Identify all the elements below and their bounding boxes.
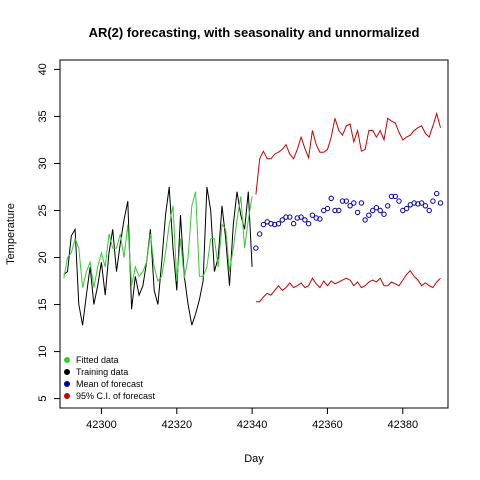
mean-of-forecast-point [257,231,263,237]
mean-of-forecast-point [358,200,365,206]
mean-of-forecast-point [388,193,395,200]
legend: Fitted data Training data Mean of forecast… [64,355,156,401]
mean-of-forecast-point [418,200,425,206]
y-tick-label: 25 [37,204,49,216]
x-tick-label: 42340 [237,419,268,431]
chart-title: AR(2) forecasting, with seasonality and … [89,25,420,40]
mean-of-forecast-point [298,214,304,220]
mean-of-forecast-point [437,200,444,206]
mean-of-forecast-point [336,207,342,214]
mean-of-forecast-point [381,211,387,217]
y-axis-label: Temperature [5,203,17,265]
mean-of-forecast-point [268,221,274,227]
mean-of-forecast-point [275,221,282,227]
mean-of-forecast-point [328,195,334,202]
mean-of-forecast-point [392,193,398,200]
mean-of-forecast-point [362,217,368,223]
y-tick-label: 15 [37,298,49,310]
mean-of-forecast-point [332,207,338,214]
x-tick-label: 42320 [161,419,192,431]
mean-of-forecast-point [370,207,376,214]
legend-entry: 95% C.I. of forecast [76,391,156,401]
legend-entry: Mean of forecast [76,379,144,389]
legend-entry: Fitted data [76,355,119,365]
plot-frame [59,59,449,409]
mean-of-forecast-point [302,217,308,223]
mean-of-forecast-point [287,214,293,220]
mean-of-forecast-point [283,214,289,220]
legend-swatch [64,381,70,387]
y-axis: 5 10 15 20 25 30 35 40 [37,63,60,402]
mean-of-forecast-point [354,209,361,216]
mean-of-forecast-point [377,207,383,214]
series-layer [63,111,444,326]
mean-of-forecast-point [385,203,391,209]
mean-of-forecast-point [415,201,421,207]
legend-entry: Training data [76,367,128,377]
y-tick-label: 35 [37,110,49,122]
x-axis-label: Day [244,453,264,465]
mean-of-forecast-point [430,198,436,204]
training-data-line [63,186,253,326]
y-tick-label: 10 [37,345,49,357]
x-tick-label: 42360 [312,419,343,431]
mean-of-forecast-point [373,205,380,211]
fitted-data-line [63,191,253,288]
mean-of-forecast-point [260,221,267,228]
mean-of-forecast-point [324,205,331,212]
y-tick-label: 30 [37,157,49,169]
mean-of-forecast-point [279,217,285,223]
mean-of-forecast-point [434,190,440,197]
mean-of-forecast-point [343,198,349,204]
x-tick-label: 42380 [387,419,418,431]
mean-of-forecast-point [426,207,432,214]
x-axis: 42300 42320 42340 42360 42380 [86,408,418,431]
legend-swatch [64,357,70,363]
y-tick-label: 20 [37,251,49,263]
mean-of-forecast-point [422,203,429,209]
y-tick-label: 40 [37,63,49,75]
mean-of-forecast-point [253,245,259,251]
mean-of-forecast-point [309,212,316,218]
mean-of-forecast-point [366,212,372,218]
mean-of-forecast-point [290,221,297,227]
mean-of-forecast-point [403,205,410,212]
mean-of-forecast-point [317,216,323,222]
mean-of-forecast-point [396,198,402,204]
x-tick-label: 42300 [86,419,117,431]
y-tick-label: 5 [37,396,49,402]
mean-of-forecast-point [351,200,357,206]
95-c-i-of-forecast-lower-line [255,269,441,303]
95-c-i-of-forecast-upper-line [255,111,441,195]
legend-swatch [64,393,70,399]
mean-of-forecast-point [339,198,346,204]
legend-swatch [64,369,70,375]
mean-of-forecast-point [347,203,353,209]
mean-of-forecast-point [305,221,312,227]
